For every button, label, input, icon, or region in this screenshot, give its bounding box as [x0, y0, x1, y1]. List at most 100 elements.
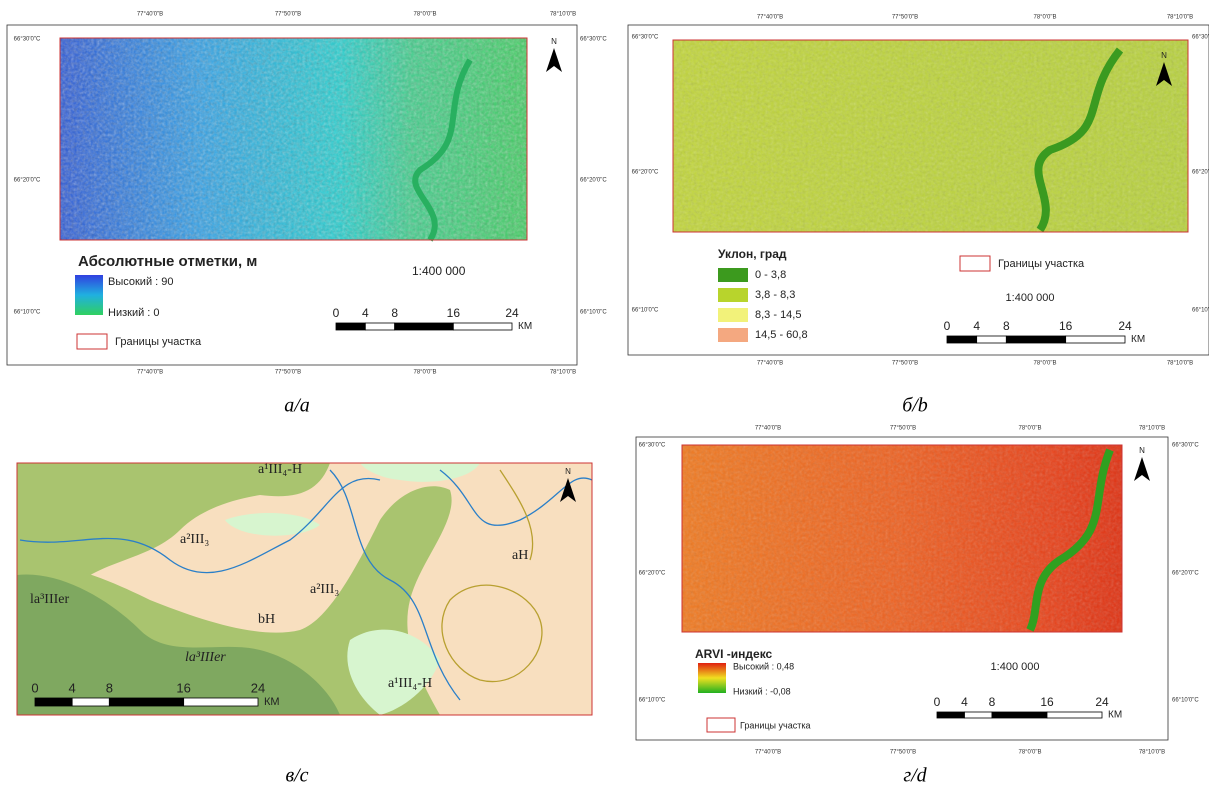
lat-label: 66°20'0"С: [1192, 170, 1209, 176]
lon-label: 77°50'0"В: [275, 12, 301, 18]
scale-tick: 0: [944, 319, 951, 333]
scale-segment: [1006, 336, 1065, 343]
geo-label: a²III₃: [180, 532, 209, 547]
legend-boundary-label: Границы участка: [998, 258, 1085, 270]
texture: [682, 445, 1122, 632]
lon-label: 78°10'0"В: [1167, 361, 1193, 367]
scale-tick: 24: [1118, 319, 1132, 333]
scale-tick: 24: [251, 680, 265, 695]
north-label: N: [565, 467, 571, 476]
scale-tick: 24: [505, 306, 519, 320]
legend-title: Уклон, град: [718, 247, 787, 261]
legend-boundary-label: Границы участка: [115, 336, 202, 348]
lon-label: 78°0'0"В: [1018, 750, 1041, 756]
scale-tick: 4: [973, 319, 980, 333]
scale-tick: 24: [1095, 695, 1109, 709]
geo-label: aH: [512, 548, 528, 563]
scale-segment: [453, 323, 512, 330]
caption: г/d: [903, 765, 927, 787]
panel-b: Уклон, град 0 - 3,83,8 - 8,38,3 - 14,514…: [628, 25, 1209, 417]
lon-label: 77°50'0"В: [890, 426, 916, 432]
lat-label: 66°30'0"С: [639, 443, 666, 449]
lon-label: 77°50'0"В: [892, 15, 918, 21]
lat-label: 66°10'0"С: [1172, 698, 1199, 704]
lon-label: 78°0'0"В: [413, 12, 436, 18]
lon-label: 77°40'0"В: [757, 361, 783, 367]
lon-label: 77°40'0"В: [757, 15, 783, 21]
lon-label: 78°0'0"В: [1033, 15, 1056, 21]
lon-label: 78°10'0"В: [1139, 426, 1165, 432]
legend-swatch: [718, 288, 748, 302]
caption: а/a: [284, 395, 310, 417]
lon-label: 77°50'0"В: [275, 370, 301, 376]
scale-tick: 8: [106, 680, 113, 695]
scale-unit: КМ: [264, 696, 280, 708]
north-label: N: [1139, 446, 1145, 455]
lat-label: 66°30'0"С: [580, 37, 607, 43]
lon-label: 78°0'0"В: [1018, 426, 1041, 432]
geo-label: a²III₃: [310, 582, 339, 597]
panel-a: Абсолютные отметки, м Высокий : 90 Низки…: [7, 25, 577, 417]
lon-label: 77°40'0"В: [137, 12, 163, 18]
scale-tick: 16: [1059, 319, 1073, 333]
scale-tick: 0: [31, 680, 38, 695]
scale-tick: 4: [69, 680, 76, 695]
legend-label: 0 - 3,8: [755, 269, 786, 281]
panel-c: a¹III₄-H a²III₃ la³IIIer a²III₃ bH la³II…: [17, 462, 592, 786]
geo-label: la³IIIer: [185, 650, 226, 665]
geo-label: a¹III₄-H: [258, 462, 302, 477]
lat-label: 66°10'0"С: [580, 310, 607, 316]
scale-tick: 0: [333, 306, 340, 320]
lat-label: 66°20'0"С: [14, 178, 41, 184]
lon-label: 77°40'0"В: [755, 750, 781, 756]
scale-segment: [395, 323, 454, 330]
legend-boundary: [960, 256, 990, 271]
lat-label: 66°20'0"С: [632, 170, 659, 176]
lon-label: 78°0'0"В: [1033, 361, 1056, 367]
legend-swatch: [718, 308, 748, 322]
scale-tick: 16: [1040, 695, 1054, 709]
lon-label: 77°50'0"В: [892, 361, 918, 367]
scale-unit: КМ: [1131, 334, 1145, 345]
lat-label: 66°20'0"С: [580, 178, 607, 184]
lon-label: 78°10'0"В: [1167, 15, 1193, 21]
caption: в/c: [285, 765, 308, 787]
scale-tick: 0: [934, 695, 941, 709]
legend-gradient: [698, 663, 726, 693]
figure: Абсолютные отметки, м Высокий : 90 Низки…: [0, 0, 1209, 790]
legend-gradient: [75, 275, 103, 315]
lat-label: 66°20'0"С: [639, 571, 666, 577]
scale-unit: КМ: [1108, 710, 1122, 721]
scale-segment: [937, 712, 965, 718]
legend-boundary-label: Границы участка: [740, 720, 810, 730]
panel-d: ARVI -индекс Высокий : 0,48 Низкий : -0,…: [636, 437, 1168, 787]
scale-segment: [992, 712, 1047, 718]
north-label: N: [1161, 51, 1167, 60]
geo-label: bH: [258, 612, 275, 627]
legend-label: 3,8 - 8,3: [755, 289, 795, 301]
lon-label: 78°10'0"В: [550, 370, 576, 376]
legend-label: 8,3 - 14,5: [755, 309, 801, 321]
scale-text: 1:400 000: [1006, 292, 1055, 304]
north-label: N: [551, 37, 557, 46]
scale-text: 1:400 000: [991, 661, 1040, 673]
lat-label: 66°30'0"С: [1192, 35, 1209, 41]
scale-segment: [1066, 336, 1125, 343]
lat-label: 66°30'0"С: [632, 35, 659, 41]
legend-title: ARVI -индекс: [695, 647, 773, 661]
scale-segment: [947, 336, 977, 343]
scale-segment: [977, 336, 1007, 343]
lon-label: 78°10'0"В: [550, 12, 576, 18]
scale-tick: 4: [362, 306, 369, 320]
geo-label: la³IIIer: [30, 592, 70, 607]
legend-swatch: [718, 328, 748, 342]
lat-label: 66°10'0"С: [639, 698, 666, 704]
texture: [60, 38, 527, 240]
scale-segment: [109, 698, 183, 706]
scale-segment: [72, 698, 109, 706]
scale-segment: [336, 323, 365, 330]
scale-tick: 4: [961, 695, 968, 709]
legend-boundary: [707, 718, 735, 732]
scale-unit: КМ: [518, 321, 532, 332]
legend-high: Высокий : 90: [108, 276, 174, 288]
